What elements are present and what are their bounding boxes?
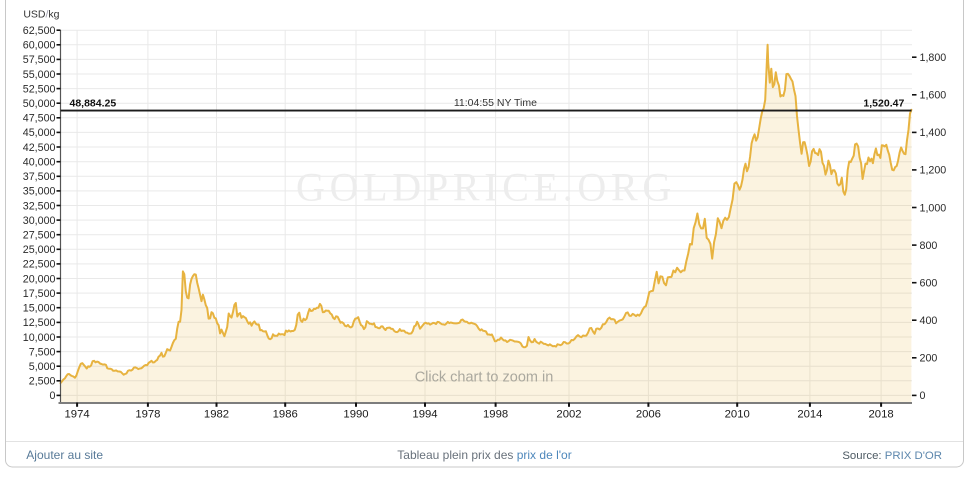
- svg-text:60,000: 60,000: [23, 40, 56, 52]
- svg-text:48,884.25: 48,884.25: [70, 98, 117, 110]
- svg-text:35,000: 35,000: [23, 186, 56, 198]
- svg-text:1994: 1994: [412, 408, 437, 420]
- svg-text:47,500: 47,500: [23, 113, 56, 125]
- svg-text:2006: 2006: [636, 408, 661, 420]
- svg-text:5,000: 5,000: [29, 361, 56, 373]
- svg-text:40,000: 40,000: [23, 157, 56, 169]
- svg-text:1974: 1974: [65, 408, 90, 420]
- svg-text:Tableau plein prix des prix de: Tableau plein prix des prix de l'or: [397, 448, 571, 462]
- svg-text:10,000: 10,000: [23, 332, 56, 344]
- svg-text:1,000: 1,000: [920, 202, 947, 214]
- svg-text:400: 400: [920, 315, 938, 327]
- svg-text:30,000: 30,000: [23, 215, 56, 227]
- svg-text:17,500: 17,500: [23, 288, 56, 300]
- svg-text:2002: 2002: [556, 408, 581, 420]
- svg-text:2010: 2010: [725, 408, 750, 420]
- svg-text:12,500: 12,500: [23, 317, 56, 329]
- svg-text:55,000: 55,000: [23, 69, 56, 81]
- svg-text:2014: 2014: [797, 408, 822, 420]
- svg-text:37,500: 37,500: [23, 171, 56, 183]
- svg-text:2018: 2018: [869, 408, 894, 420]
- svg-text:1,600: 1,600: [920, 90, 947, 102]
- svg-text:1986: 1986: [273, 408, 298, 420]
- svg-text:Ajouter au site: Ajouter au site: [26, 448, 103, 462]
- svg-text:7,500: 7,500: [29, 346, 56, 358]
- svg-text:1978: 1978: [135, 408, 160, 420]
- svg-text:0: 0: [50, 390, 56, 402]
- svg-text:42,500: 42,500: [23, 142, 56, 154]
- svg-text:15,000: 15,000: [23, 303, 56, 315]
- svg-text:52,500: 52,500: [23, 83, 56, 95]
- svg-text:2,500: 2,500: [29, 376, 56, 388]
- svg-text:20,000: 20,000: [23, 273, 56, 285]
- svg-text:11:04:55 NY Time: 11:04:55 NY Time: [454, 97, 537, 109]
- svg-text:USD/kg: USD/kg: [23, 9, 59, 21]
- svg-text:1982: 1982: [204, 408, 229, 420]
- svg-text:200: 200: [920, 353, 938, 365]
- svg-text:25,000: 25,000: [23, 244, 56, 256]
- svg-text:1,800: 1,800: [920, 52, 947, 64]
- svg-text:GOLDPRICE.ORG: GOLDPRICE.ORG: [296, 165, 676, 210]
- svg-text:0: 0: [920, 390, 926, 402]
- svg-text:22,500: 22,500: [23, 259, 56, 271]
- svg-text:Click chart to zoom in: Click chart to zoom in: [415, 370, 554, 386]
- svg-text:32,500: 32,500: [23, 200, 56, 212]
- svg-text:62,500: 62,500: [23, 25, 56, 37]
- svg-text:27,500: 27,500: [23, 230, 56, 242]
- svg-text:1,200: 1,200: [920, 165, 947, 177]
- svg-text:600: 600: [920, 278, 938, 290]
- svg-text:1,520.47: 1,520.47: [863, 98, 904, 110]
- svg-text:1990: 1990: [343, 408, 368, 420]
- svg-text:800: 800: [920, 240, 938, 252]
- svg-text:Source: PRIX D'OR: Source: PRIX D'OR: [842, 450, 942, 462]
- svg-text:50,000: 50,000: [23, 98, 56, 110]
- svg-text:45,000: 45,000: [23, 127, 56, 139]
- svg-text:1,400: 1,400: [920, 127, 947, 139]
- svg-text:57,500: 57,500: [23, 54, 56, 66]
- svg-text:1998: 1998: [483, 408, 508, 420]
